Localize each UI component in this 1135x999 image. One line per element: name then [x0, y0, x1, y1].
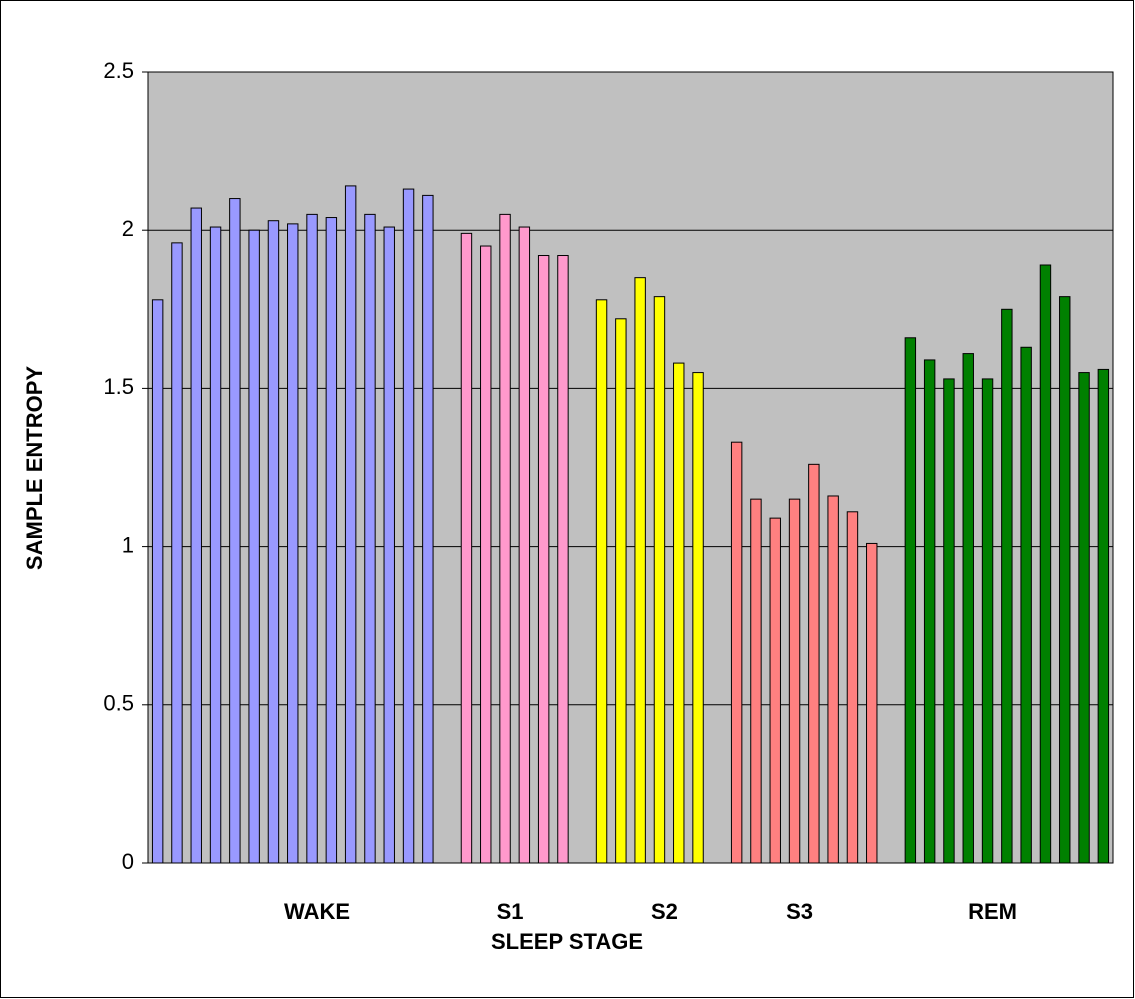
bar [730, 441, 743, 864]
bar [1020, 346, 1032, 864]
bar [653, 296, 666, 864]
y-tick-label: 1.5 [103, 374, 134, 399]
bar [364, 213, 376, 864]
bar [1001, 308, 1013, 864]
bar [673, 362, 685, 864]
bar [383, 226, 395, 864]
bar [750, 498, 762, 864]
bar [769, 517, 781, 864]
bar [981, 378, 994, 864]
x-tick-label: S2 [651, 899, 678, 924]
bar [923, 359, 936, 864]
bar [1097, 368, 1110, 864]
y-tick-label: 0.5 [103, 691, 134, 716]
bar [460, 232, 473, 864]
y-tick-label: 1 [122, 532, 134, 557]
bar [1039, 264, 1052, 864]
bar [962, 353, 974, 864]
bar [634, 277, 646, 864]
x-axis-title: SLEEP STAGE [491, 929, 643, 954]
bar [904, 337, 917, 864]
bar [595, 299, 608, 864]
bar [827, 495, 839, 864]
bar [615, 318, 627, 864]
bar [229, 198, 241, 864]
bar [557, 255, 569, 864]
bar [499, 213, 511, 864]
bar [788, 498, 801, 864]
bar [480, 245, 492, 864]
bar [402, 188, 415, 864]
bar [422, 194, 434, 864]
bar [692, 372, 704, 864]
bar [325, 217, 338, 864]
bar [518, 226, 531, 864]
bar [846, 511, 859, 864]
y-tick-label: 2 [122, 216, 134, 241]
bar [344, 185, 357, 864]
bar [287, 223, 299, 864]
x-tick-label: S3 [786, 899, 813, 924]
bar [267, 220, 280, 864]
bar [1078, 372, 1090, 864]
bar [248, 229, 260, 864]
bar [306, 213, 318, 864]
bar [537, 255, 550, 864]
x-tick-label: WAKE [284, 899, 350, 924]
y-tick-label: 2.5 [103, 58, 134, 83]
bar [151, 299, 164, 864]
y-tick-label: 0 [122, 849, 134, 874]
y-axis-title: SAMPLE ENTROPY [22, 366, 47, 570]
bar [943, 378, 955, 864]
bar [171, 242, 183, 864]
bar [866, 542, 878, 864]
bar [190, 207, 202, 864]
bar [1059, 296, 1071, 864]
bar [808, 463, 820, 864]
x-tick-label: REM [968, 899, 1017, 924]
bar [209, 226, 222, 864]
x-tick-label: S1 [497, 899, 524, 924]
